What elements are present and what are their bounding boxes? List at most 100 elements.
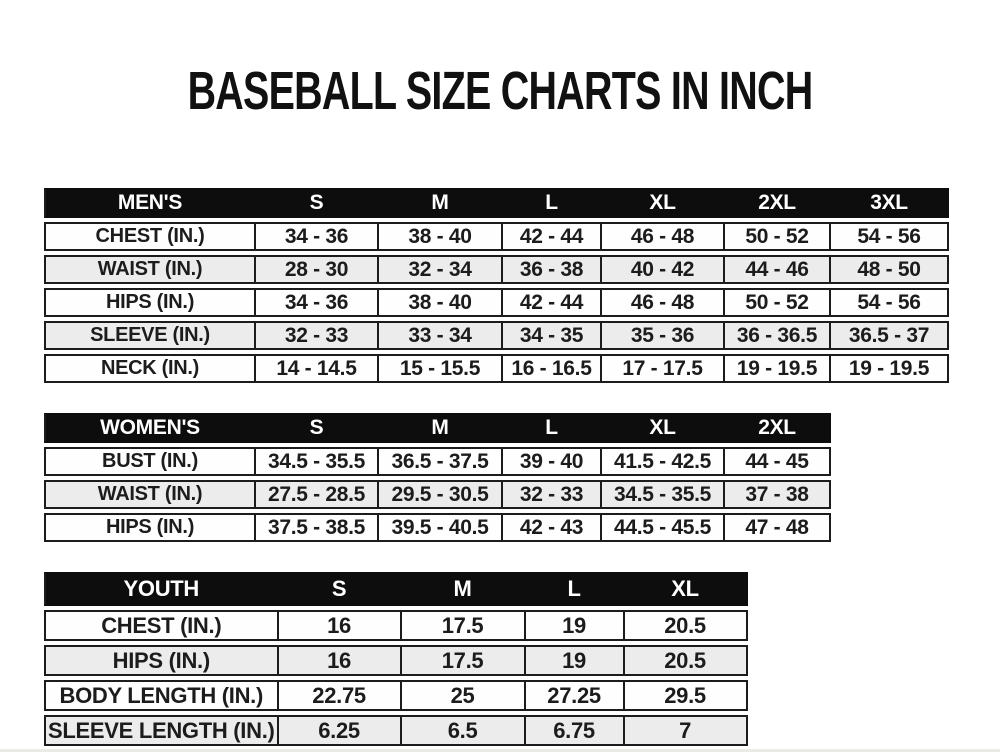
size-value: 36.5 - 37.5 bbox=[379, 447, 503, 476]
size-value: 37 - 38 bbox=[725, 480, 831, 509]
table-row: CHEST (IN.) 16 17.5 19 20.5 bbox=[44, 610, 748, 641]
column-header-xl: XL bbox=[602, 188, 725, 218]
size-value: 6.5 bbox=[401, 715, 526, 746]
size-value: 39 - 40 bbox=[503, 447, 602, 476]
size-value: 33 - 34 bbox=[379, 321, 503, 350]
row-label: HIPS (IN.) bbox=[44, 288, 256, 317]
size-value: 16 - 16.5 bbox=[503, 354, 602, 383]
size-value: 37.5 - 38.5 bbox=[256, 513, 379, 542]
size-value: 14 - 14.5 bbox=[256, 354, 379, 383]
size-value: 22.75 bbox=[278, 680, 402, 711]
table-row: HIPS (IN.) 37.5 - 38.5 39.5 - 40.5 42 - 43 4… bbox=[44, 513, 831, 542]
size-value: 17.5 bbox=[401, 610, 526, 641]
size-value: 46 - 48 bbox=[602, 288, 725, 317]
column-header-xl: XL bbox=[602, 413, 725, 443]
size-value: 36 - 38 bbox=[503, 255, 602, 284]
size-value: 42 - 44 bbox=[503, 288, 602, 317]
size-value: 42 - 44 bbox=[503, 222, 602, 251]
table-group-title: WOMEN'S bbox=[44, 413, 256, 443]
table-group-title: YOUTH bbox=[44, 572, 279, 606]
size-value: 40 - 42 bbox=[602, 255, 725, 284]
size-value: 27.25 bbox=[525, 680, 625, 711]
column-header-l: L bbox=[503, 188, 602, 218]
size-value: 39.5 - 40.5 bbox=[379, 513, 503, 542]
size-value: 54 - 56 bbox=[831, 288, 949, 317]
size-value: 15 - 15.5 bbox=[379, 354, 503, 383]
size-value: 50 - 52 bbox=[725, 288, 831, 317]
table-row: NECK (IN.) 14 - 14.5 15 - 15.5 16 - 16.5 17 … bbox=[44, 354, 949, 383]
size-value: 44.5 - 45.5 bbox=[602, 513, 725, 542]
size-value: 25 bbox=[401, 680, 526, 711]
size-value: 29.5 bbox=[624, 680, 748, 711]
page-title: BASEBALL SIZE CHARTS IN INCH bbox=[0, 0, 1000, 118]
scan-artifact-strip bbox=[0, 749, 1000, 752]
size-value: 34 - 36 bbox=[256, 288, 379, 317]
size-value: 38 - 40 bbox=[379, 222, 503, 251]
table-row: CHEST (IN.) 34 - 36 38 - 40 42 - 44 46 - 48 5… bbox=[44, 222, 949, 251]
row-label: BODY LENGTH (IN.) bbox=[44, 680, 279, 711]
size-value: 29.5 - 30.5 bbox=[379, 480, 503, 509]
size-value: 34 - 36 bbox=[256, 222, 379, 251]
size-value: 41.5 - 42.5 bbox=[602, 447, 725, 476]
column-header-s: S bbox=[256, 188, 379, 218]
size-value: 19 - 19.5 bbox=[831, 354, 949, 383]
header-row: WOMEN'S S M L XL 2XL bbox=[44, 413, 831, 443]
row-label: CHEST (IN.) bbox=[44, 222, 256, 251]
column-header-l: L bbox=[525, 572, 625, 606]
size-value: 17.5 bbox=[401, 645, 526, 676]
size-value: 50 - 52 bbox=[725, 222, 831, 251]
size-value: 34.5 - 35.5 bbox=[602, 480, 725, 509]
size-table-youth: YOUTH S M L XL CHEST (IN.) 16 17.5 19 20.5 HIPS (I… bbox=[44, 568, 748, 750]
row-label: WAIST (IN.) bbox=[44, 480, 256, 509]
size-value: 16 bbox=[278, 610, 402, 641]
row-label: WAIST (IN.) bbox=[44, 255, 256, 284]
column-header-s: S bbox=[278, 572, 402, 606]
size-value: 27.5 - 28.5 bbox=[256, 480, 379, 509]
size-value: 46 - 48 bbox=[602, 222, 725, 251]
size-value: 42 - 43 bbox=[503, 513, 602, 542]
size-value: 19 - 19.5 bbox=[725, 354, 831, 383]
table-group-title: MEN'S bbox=[44, 188, 256, 218]
size-value: 6.75 bbox=[525, 715, 625, 746]
row-label: BUST (IN.) bbox=[44, 447, 256, 476]
size-value: 20.5 bbox=[624, 645, 748, 676]
size-value: 44 - 46 bbox=[725, 255, 831, 284]
size-value: 48 - 50 bbox=[831, 255, 949, 284]
size-value: 19 bbox=[525, 645, 625, 676]
size-value: 36 - 36.5 bbox=[725, 321, 831, 350]
size-value: 36.5 - 37 bbox=[831, 321, 949, 350]
size-charts: MEN'S S M L XL 2XL 3XL CHEST (IN.) 34 - 36 38 - 4… bbox=[44, 184, 949, 752]
size-value: 34 - 35 bbox=[503, 321, 602, 350]
column-header-m: M bbox=[401, 572, 526, 606]
row-label: SLEEVE LENGTH (IN.) bbox=[44, 715, 279, 746]
column-header-m: M bbox=[379, 413, 503, 443]
size-value: 7 bbox=[624, 715, 748, 746]
size-value: 17 - 17.5 bbox=[602, 354, 725, 383]
row-label: HIPS (IN.) bbox=[44, 645, 279, 676]
table-row: WAIST (IN.) 28 - 30 32 - 34 36 - 38 40 - 42 4… bbox=[44, 255, 949, 284]
size-value: 34.5 - 35.5 bbox=[256, 447, 379, 476]
size-table-womens: WOMEN'S S M L XL 2XL BUST (IN.) 34.5 - 35.5 36.5… bbox=[44, 409, 831, 546]
header-row: MEN'S S M L XL 2XL 3XL bbox=[44, 188, 949, 218]
table-row: WAIST (IN.) 27.5 - 28.5 29.5 - 30.5 32 - 33… bbox=[44, 480, 831, 509]
size-value: 32 - 33 bbox=[256, 321, 379, 350]
column-header-xl: XL bbox=[624, 572, 748, 606]
table-row: BODY LENGTH (IN.) 22.75 25 27.25 29.5 bbox=[44, 680, 748, 711]
size-table-mens: MEN'S S M L XL 2XL 3XL CHEST (IN.) 34 - 36 38 - 4… bbox=[44, 184, 949, 387]
table-row: SLEEVE LENGTH (IN.) 6.25 6.5 6.75 7 bbox=[44, 715, 748, 746]
column-header-2xl: 2XL bbox=[725, 413, 831, 443]
table-row: BUST (IN.) 34.5 - 35.5 36.5 - 37.5 39 - 40 4… bbox=[44, 447, 831, 476]
column-header-l: L bbox=[503, 413, 602, 443]
row-label: HIPS (IN.) bbox=[44, 513, 256, 542]
size-value: 16 bbox=[278, 645, 402, 676]
column-header-3xl: 3XL bbox=[831, 188, 949, 218]
row-label: SLEEVE (IN.) bbox=[44, 321, 256, 350]
size-value: 6.25 bbox=[278, 715, 402, 746]
row-label: NECK (IN.) bbox=[44, 354, 256, 383]
page-title-text: BASEBALL SIZE CHARTS IN INCH bbox=[187, 61, 814, 121]
header-row: YOUTH S M L XL bbox=[44, 572, 748, 606]
size-value: 38 - 40 bbox=[379, 288, 503, 317]
size-value: 54 - 56 bbox=[831, 222, 949, 251]
column-header-m: M bbox=[379, 188, 503, 218]
